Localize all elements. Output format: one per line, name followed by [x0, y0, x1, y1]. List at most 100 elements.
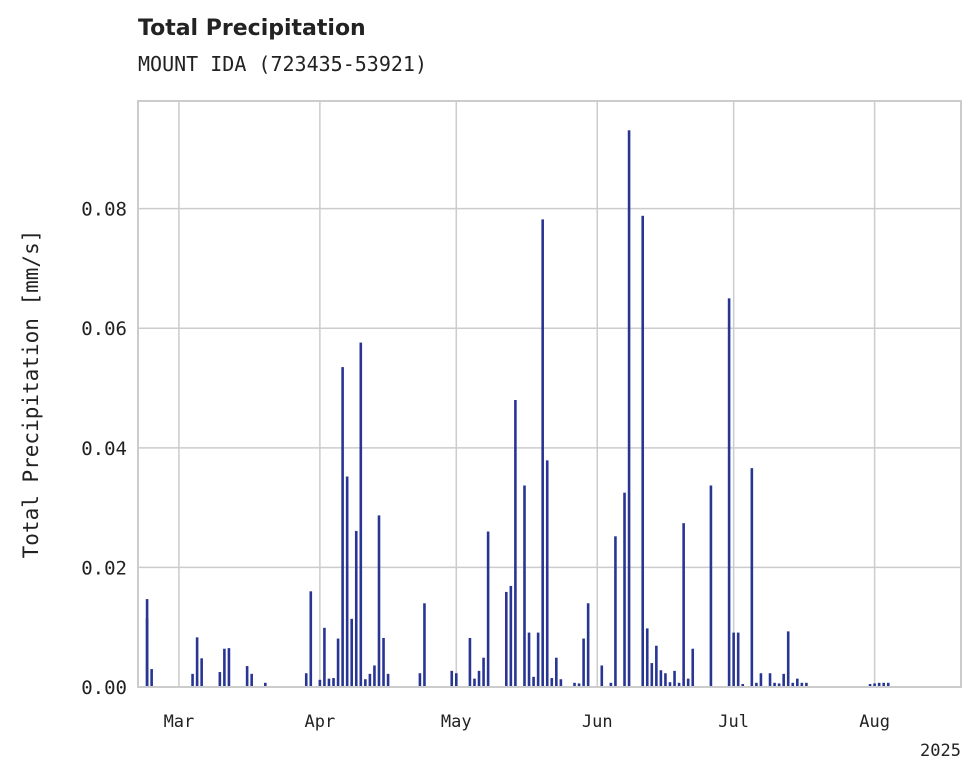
precipitation-bar: [323, 627, 326, 687]
precipitation-bar: [200, 658, 203, 687]
precipitation-bar: [768, 673, 772, 687]
y-axis-label: Total Precipitation [mm/s]: [19, 230, 43, 559]
precipitation-bar: [759, 673, 763, 687]
precipitation-bar: [368, 673, 372, 687]
precipitation-bar: [423, 603, 426, 687]
precipitation-bar: [145, 599, 149, 687]
precipitation-bar: [573, 682, 576, 687]
precipitation-bar: [645, 628, 649, 687]
precipitation-bar: [691, 648, 695, 687]
precipitation-bar: [586, 603, 590, 687]
precipitation-bar: [482, 657, 485, 687]
precipitation-bar: [377, 515, 381, 687]
precipitation-bar: [191, 673, 194, 687]
precipitation-bar: [741, 684, 745, 687]
precipitation-bar: [382, 637, 385, 687]
precipitation-bar: [614, 536, 617, 687]
precipitation-bar: [468, 637, 472, 687]
precipitation-bar: [450, 670, 454, 687]
precipitation-bar: [195, 637, 199, 687]
precipitation-bar: [327, 678, 331, 687]
precipitation-bar: [345, 476, 349, 687]
precipitation-bar: [650, 663, 654, 687]
precipitation-bar: [227, 648, 231, 687]
precipitation-bar: [868, 684, 872, 687]
x-tick-label: Aug: [859, 712, 890, 732]
precipitation-bar: [373, 665, 376, 687]
precipitation-bar: [264, 682, 267, 687]
precipitation-bar: [304, 673, 308, 687]
precipitation-bar: [486, 531, 490, 687]
precipitation-bar: [418, 673, 422, 687]
precipitation-bar: [655, 645, 658, 687]
precipitation-bar: [509, 585, 513, 687]
precipitation-bar: [218, 672, 222, 687]
precipitation-bar: [727, 298, 731, 687]
y-tick-label: 0.00: [81, 677, 127, 699]
precipitation-bar: [673, 670, 676, 687]
x-tick-label: Jul: [718, 712, 749, 732]
precipitation-bar: [536, 632, 540, 687]
precipitation-bar: [796, 678, 799, 687]
precipitation-bar: [882, 682, 886, 687]
precipitation-bar: [682, 523, 685, 687]
precipitation-bar: [773, 682, 776, 687]
precipitation-bar: [664, 673, 667, 687]
grid-layer: [138, 101, 961, 688]
precipitation-bar: [877, 682, 881, 687]
precipitation-bar: [600, 665, 604, 687]
precipitation-bar: [555, 657, 558, 687]
x-tick-label: Apr: [305, 712, 336, 732]
precipitation-bar: [805, 682, 808, 687]
precipitation-bar: [791, 682, 795, 687]
precipitation-bar: [736, 632, 740, 687]
precipitation-bar: [359, 342, 363, 687]
precipitation-bar: [505, 591, 508, 687]
precipitation-bar: [627, 130, 631, 688]
precipitation-bar: [250, 673, 253, 687]
precipitation-bar: [659, 670, 663, 687]
precipitation-bar: [559, 679, 563, 687]
precipitation-bar: [541, 219, 544, 687]
bars-layer: [145, 130, 890, 688]
precipitation-bar: [873, 683, 876, 687]
x-tick-label: May: [441, 712, 472, 732]
precipitation-bar: [609, 682, 613, 687]
precipitation-bar: [332, 678, 335, 687]
precipitation-bar: [150, 669, 153, 687]
precipitation-bar: [786, 631, 790, 687]
precipitation-bar: [550, 678, 554, 687]
precipitation-bar: [641, 215, 645, 687]
precipitation-bar: [668, 682, 672, 687]
precipitation-bar: [318, 679, 322, 687]
precipitation-bar: [309, 591, 313, 687]
precipitation-bar: [223, 648, 226, 687]
precipitation-bar: [477, 670, 481, 687]
y-tick-label: 0.08: [81, 199, 127, 221]
precipitation-bar: [677, 682, 681, 687]
precipitation-bar: [386, 673, 390, 687]
x-axis-year-label: 2025: [920, 741, 961, 761]
precipitation-bar: [582, 638, 585, 687]
precipitation-bar: [336, 638, 340, 687]
precipitation-bar: [886, 682, 890, 687]
precipitation-bar: [709, 485, 713, 687]
precipitation-bar: [245, 666, 249, 687]
precipitation-bar: [341, 367, 344, 687]
precipitation-bar: [473, 678, 476, 687]
y-tick-label: 0.06: [81, 318, 127, 340]
precipitation-bar: [545, 460, 549, 687]
x-tick-label: Jun: [582, 712, 613, 732]
precipitation-bar: [532, 676, 535, 687]
chart-subtitle: MOUNT IDA (723435-53921): [138, 52, 427, 76]
precipitation-bar: [364, 679, 367, 687]
precipitation-bar: [577, 683, 581, 687]
y-tick-label: 0.04: [81, 438, 127, 460]
precipitation-bar: [514, 399, 517, 687]
precipitation-bar: [732, 632, 735, 687]
plot-frame: [137, 100, 962, 688]
precipitation-bar: [777, 683, 781, 687]
x-tick-label: Mar: [164, 712, 195, 732]
precipitation-bar: [686, 678, 690, 687]
